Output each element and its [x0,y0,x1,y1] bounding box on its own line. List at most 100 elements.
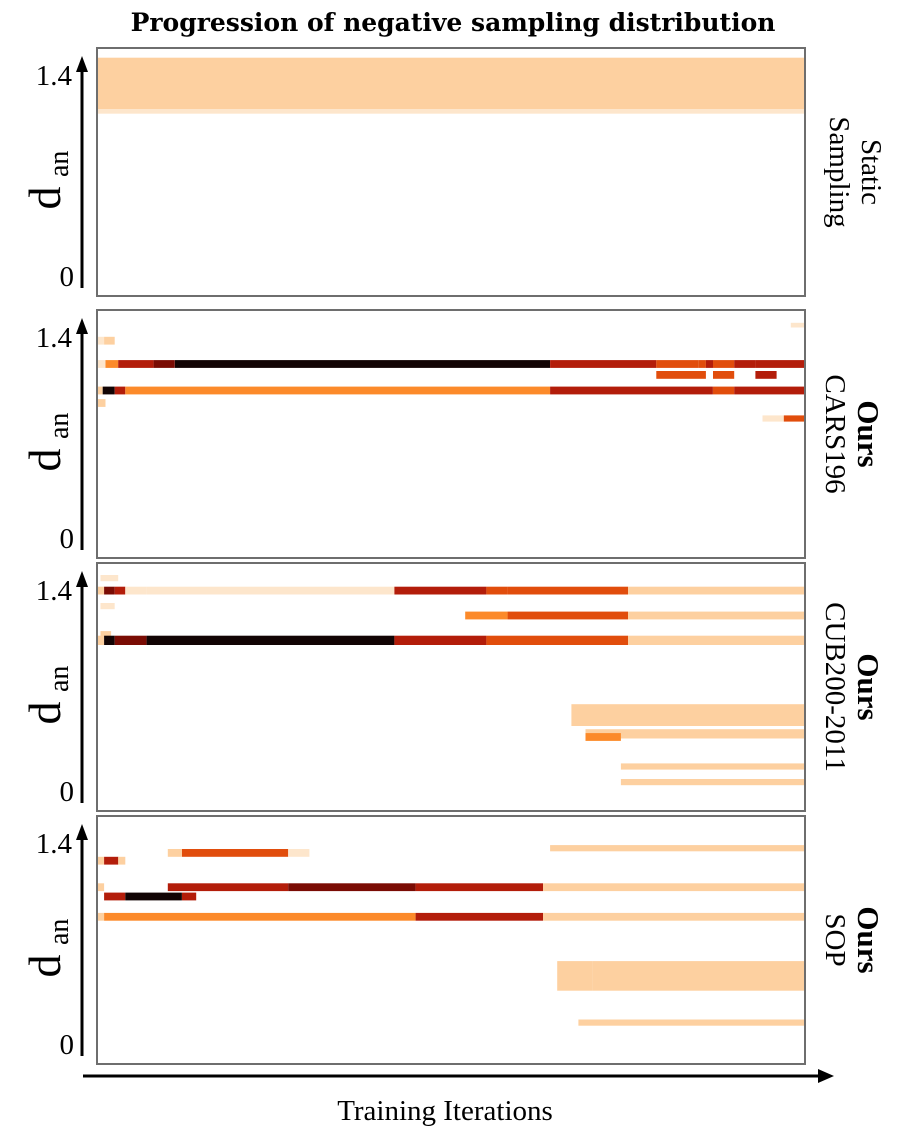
heatmap-cell [713,386,735,395]
heatmap-cell [550,386,713,395]
heatmap-cell [97,336,105,345]
heatmap-cell [628,611,805,620]
heatmap-cell [734,386,805,395]
side-label-bold: Ours [851,906,886,973]
heatmap-cell [125,892,182,901]
y-label-subscript: an [44,666,75,692]
y-label-subscript: an [44,413,75,439]
side-label-text: Sampling [823,116,855,227]
heatmap-cell [118,856,126,865]
heatmap-cell [182,849,289,857]
side-label-text: Static [855,139,887,205]
heatmap-cell [104,856,119,865]
heatmap-cell [628,635,805,645]
heatmap-cell [783,415,805,422]
y-label-main: d [19,702,70,725]
heatmap-cell [153,360,175,368]
heatmap-cell [656,360,699,368]
heatmap-cell [762,415,784,422]
heatmap-cell [102,386,115,395]
panel-frame [96,47,806,297]
heatmap-cell [557,961,593,991]
heatmap-cell [125,386,551,395]
heatmap-cell [105,360,119,368]
heatmap-cell [182,892,197,901]
heatmap-cell [104,635,115,645]
heatmap-cell [620,779,805,786]
heatmap-cell [104,336,115,345]
panel-bands [97,575,805,786]
panel-frame [96,309,806,559]
heatmap-cell [755,360,805,368]
y-axis-label: d an [19,413,75,472]
heatmap-cell [167,883,289,892]
heatmap-cell [97,856,105,865]
heatmap-cell [790,322,805,328]
heatmap-cell [755,371,777,379]
y-tick-label: 0 [60,261,75,293]
y-axis-arrowhead [76,56,88,72]
y-label-subscript: an [44,151,75,177]
heatmap-cell [465,611,508,620]
heatmap-cell [104,912,416,921]
heatmap-cell [698,360,706,368]
y-label-subscript: an [44,919,75,945]
heatmap-cell [118,360,154,368]
heatmap-cell [288,883,416,892]
y-axis-label: d an [19,151,75,210]
heatmap-cell [394,586,487,595]
y-tick-label: 0 [60,776,75,808]
heatmap-cell [585,733,621,741]
y-tick-label: 0 [60,523,75,555]
heatmap-cell [97,109,805,114]
panel-bands [97,845,805,1026]
heatmap-cell [713,360,735,368]
heatmap-cell [394,635,487,645]
side-label-text: CARS196 [819,374,851,493]
heatmap-cell [571,704,628,726]
y-label-main: d [19,955,70,978]
y-label-main: d [19,449,70,472]
heatmap-cell [100,603,115,610]
heatmap-cell [543,912,805,921]
heatmap-cell [486,586,508,595]
side-label-text: CUB200-2011 [819,602,851,772]
heatmap-cell [656,371,706,379]
y-label-main: d [19,187,70,210]
heatmap-cell [507,611,628,620]
heatmap-cell [628,704,805,726]
chart-title: Progression of negative sampling distrib… [131,8,776,37]
x-axis-arrowhead [818,1069,834,1083]
heatmap-cell [97,912,105,921]
heatmap-cell [578,1019,805,1026]
side-label-text: SOP [819,913,851,966]
y-tick-label: 1.4 [36,575,73,607]
heatmap-cell [507,586,628,595]
heatmap-cell [713,371,735,379]
heatmap-cell [415,912,543,921]
heatmap-cell [104,892,126,901]
heatmap-cell [114,386,126,395]
heatmap-cell [705,360,713,368]
y-tick-label: 1.4 [36,322,73,354]
heatmap-cell [628,586,805,595]
heatmap-cell [585,729,805,739]
heatmap-cell [97,360,106,368]
heatmap-cell [114,635,147,645]
heatmap-cell [97,399,106,407]
heatmap-cell [97,386,103,395]
heatmap-cell [620,763,805,770]
heatmap-cell [114,586,126,595]
y-axis-arrowhead [76,571,88,587]
y-tick-label: 1.4 [36,60,73,92]
heatmap-cell [97,635,105,645]
panel-bands [97,57,805,114]
heatmap-cell [543,883,805,892]
